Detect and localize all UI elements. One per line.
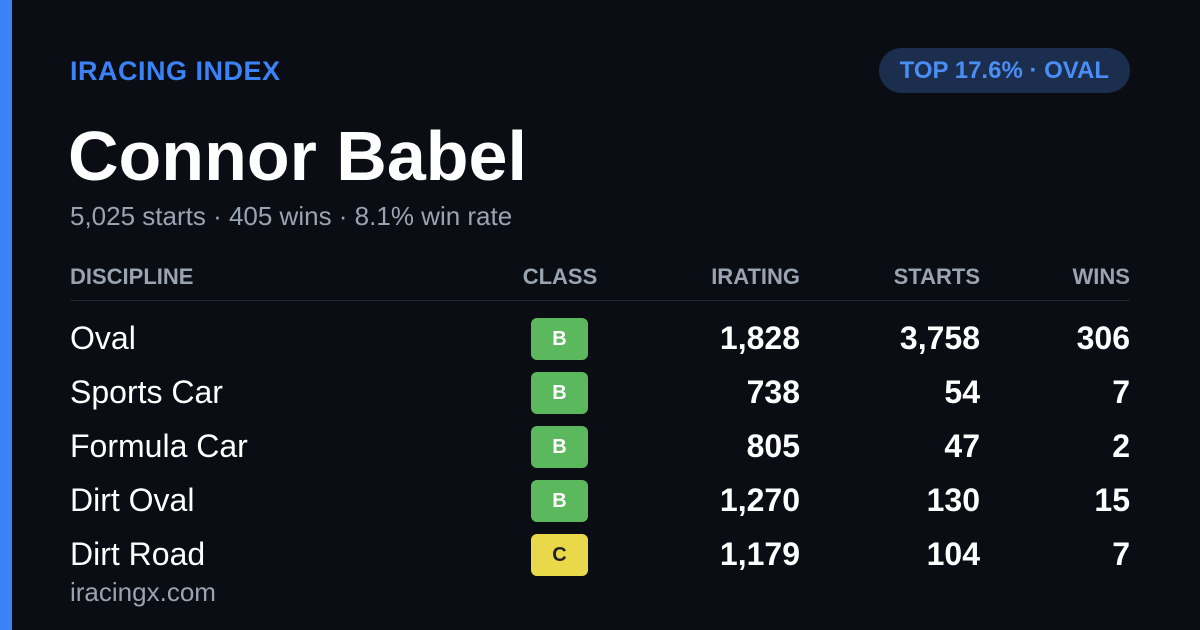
class-badge: B xyxy=(531,372,588,414)
column-header: STARTS xyxy=(893,264,980,289)
rank-badge: TOP 17.6% · OVAL xyxy=(878,48,1130,93)
starts: 104 xyxy=(926,536,980,572)
irating: 1,270 xyxy=(719,482,800,518)
irating: 1,828 xyxy=(719,320,800,356)
starts: 3,758 xyxy=(899,320,980,356)
table-row: Oval B 1,828 3,758 306 xyxy=(0,318,1200,362)
wins: 7 xyxy=(1112,374,1130,410)
accent-stripe xyxy=(0,0,12,630)
irating: 738 xyxy=(746,374,800,410)
discipline: Sports Car xyxy=(70,374,223,410)
irating: 805 xyxy=(746,428,800,464)
driver-name: Connor Babel xyxy=(68,117,527,195)
wins: 306 xyxy=(1076,320,1130,356)
irating: 1,179 xyxy=(719,536,800,572)
wins: 2 xyxy=(1112,428,1130,464)
discipline: Dirt Road xyxy=(70,536,206,572)
discipline: Dirt Oval xyxy=(70,482,195,518)
discipline: Oval xyxy=(70,320,136,356)
header-rule xyxy=(70,300,1130,301)
class-badge: B xyxy=(531,426,588,468)
table-row: Dirt Oval B 1,270 130 15 xyxy=(0,480,1200,524)
class-badge: C xyxy=(531,534,588,576)
class-badge: B xyxy=(531,480,588,522)
starts: 130 xyxy=(926,482,980,518)
wins: 7 xyxy=(1112,536,1130,572)
starts: 54 xyxy=(944,374,980,410)
summary: 5,025 starts · 405 wins · 8.1% win rate xyxy=(70,201,513,231)
table-row: Sports Car B 738 54 7 xyxy=(0,372,1200,416)
column-header: IRATING xyxy=(711,264,800,289)
footer-site: iracingx.com xyxy=(70,577,216,607)
starts: 47 xyxy=(944,428,980,464)
brand: IRACING INDEX xyxy=(70,56,281,86)
table-row: Formula Car B 805 47 2 xyxy=(0,426,1200,470)
column-header: CLASS xyxy=(522,264,598,289)
discipline: Formula Car xyxy=(70,428,248,464)
table-row: Dirt Road C 1,179 104 7 xyxy=(0,534,1200,578)
wins: 15 xyxy=(1094,482,1130,518)
column-header: WINS xyxy=(1072,264,1130,289)
column-header: DISCIPLINE xyxy=(70,264,194,289)
class-badge: B xyxy=(531,318,588,360)
